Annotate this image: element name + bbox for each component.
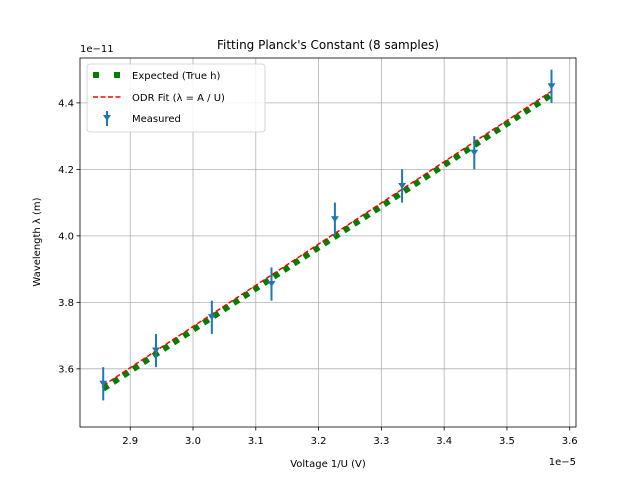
measured-point [398, 182, 407, 189]
legend-swatch-measured [103, 111, 111, 126]
measured-point [267, 281, 276, 288]
series-line-odr-fit [102, 90, 552, 387]
x-tick-label: 3.3 [373, 436, 389, 447]
measured-point [99, 380, 108, 387]
x-tick-label: 3.2 [311, 436, 327, 447]
x-axis-label: Voltage 1/U (V) [290, 459, 366, 470]
chart-title: Fitting Planck's Constant (8 samples) [217, 38, 439, 52]
measured-point [547, 83, 556, 90]
measured-point [470, 149, 479, 156]
legend-label-measured: Measured [132, 114, 181, 125]
measured-point [207, 314, 216, 321]
y-tick-label: 4.4 [58, 98, 74, 109]
y-tick-label: 3.6 [58, 364, 74, 375]
data-layer [99, 69, 556, 401]
legend-box [86, 63, 266, 133]
legend: Expected (True h) ODR Fit (λ = A / U) Me… [86, 63, 266, 133]
x-tick-label: 3.6 [562, 436, 578, 447]
series-line-expected [101, 92, 554, 392]
y-tick-label: 4.0 [58, 231, 74, 242]
y-tick-label: 4.2 [58, 165, 74, 176]
measured-point [330, 216, 339, 223]
legend-label-odr-fit: ODR Fit (λ = A / U) [132, 93, 225, 104]
x-tick-label: 3.1 [248, 436, 264, 447]
axes-frame [79, 57, 577, 428]
x-tick-label: 3.0 [185, 436, 201, 447]
legend-label-expected: Expected (True h) [132, 71, 220, 82]
y-tick-label: 3.8 [58, 298, 74, 309]
ticks: 2.9 3.0 3.1 3.2 3.3 3.4 3.5 3.6 3.6 3.8 4.0 4.2 4.4 [58, 98, 578, 447]
measured-point [151, 347, 160, 354]
y-axis-label: Wavelength λ (m) [32, 197, 43, 286]
x-tick-label: 2.9 [122, 436, 138, 447]
x-tick-label: 3.4 [436, 436, 452, 447]
y-offset-text: 1e−11 [80, 44, 114, 55]
x-tick-label: 3.5 [499, 436, 515, 447]
x-offset-text: 1e−5 [549, 457, 576, 468]
